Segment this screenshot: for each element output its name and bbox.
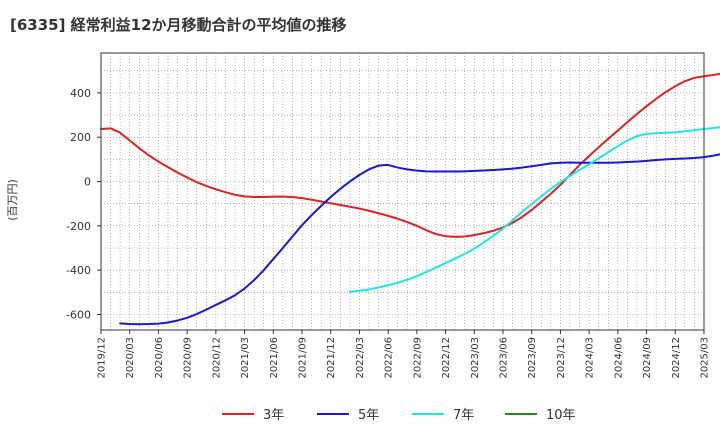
- x-tick-label: 2023/09: [527, 337, 538, 379]
- x-tick-label: 2024/06: [613, 337, 624, 379]
- chart-title: [6335] 経常利益12か月移動合計の平均値の推移: [10, 16, 347, 34]
- legend-label: 7年: [453, 408, 474, 423]
- series-line-7年: [348, 126, 720, 293]
- x-tick-label: 2023/06: [499, 337, 510, 379]
- plot-area: [101, 53, 704, 330]
- x-tick-label: 2021/06: [269, 337, 280, 379]
- plot-frame: [100, 52, 705, 331]
- x-tick-label: 2020/12: [211, 337, 222, 379]
- legend-label: 5年: [358, 408, 379, 423]
- grid: [101, 53, 704, 330]
- x-tick-label: 2024/03: [585, 337, 596, 379]
- x-tick-label: 2021/03: [240, 337, 251, 379]
- series-lines: [100, 73, 720, 326]
- y-tick-label: 400: [70, 87, 91, 100]
- x-tick-label: 2022/06: [384, 337, 395, 379]
- legend-label: 3年: [263, 408, 284, 423]
- x-tick-label: 2021/12: [326, 337, 337, 379]
- x-tick-label: 2022/09: [412, 337, 423, 379]
- y-tick-label: -200: [66, 220, 91, 233]
- series-line-3年: [100, 73, 720, 238]
- x-tick-label: 2022/12: [441, 337, 452, 379]
- x-tick-label: 2025/03: [700, 337, 711, 379]
- y-tick-label: -400: [66, 264, 91, 277]
- x-axis-ticks: 2019/12 2020/03 2020/06 2020/09 2020/12 2021/…: [97, 330, 711, 379]
- y-axis-label: (百万円): [6, 179, 19, 221]
- x-tick-label: 2022/03: [355, 337, 366, 379]
- x-tick-label: 2020/09: [183, 337, 194, 379]
- y-tick-label: 200: [70, 131, 91, 144]
- y-tick-label: -600: [66, 308, 91, 321]
- series-line-5年: [119, 153, 720, 326]
- x-tick-label: 2020/06: [154, 337, 165, 379]
- x-tick-label: 2019/12: [97, 337, 108, 379]
- x-tick-label: 2021/09: [298, 337, 309, 379]
- legend: 3年 5年 7年 10年: [222, 408, 576, 423]
- x-tick-label: 2020/03: [125, 337, 136, 379]
- x-tick-label: 2023/12: [556, 337, 567, 379]
- x-tick-label: 2023/03: [470, 337, 481, 379]
- x-tick-label: 2024/09: [642, 337, 653, 379]
- legend-label: 10年: [546, 408, 576, 423]
- y-tick-label: 0: [84, 176, 91, 189]
- x-tick-label: 2024/12: [671, 337, 682, 379]
- y-axis-ticks: -600 -400 -200 0 200 400: [66, 87, 101, 321]
